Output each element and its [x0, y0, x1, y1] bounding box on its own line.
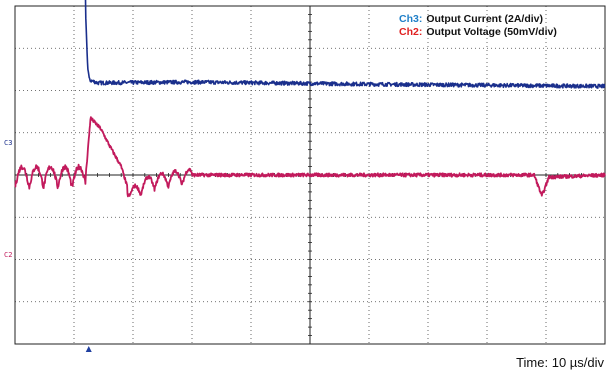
- ch2-voltage-trace: [14, 116, 606, 198]
- ch2-ground-marker: C2: [4, 251, 12, 259]
- legend-ch2-sep: :: [419, 26, 423, 38]
- legend-ch3-channel: Ch3: [399, 13, 419, 25]
- ch3-current-trace: [84, 0, 606, 89]
- legend: Ch3: Output Current (2A/div) Ch2: Output V…: [399, 13, 557, 38]
- ch3-ground-marker: C3: [4, 139, 12, 147]
- trace-path-ch3: [84, 0, 606, 89]
- legend-ch2-channel: Ch2: [399, 26, 419, 38]
- legend-ch3-sep: :: [419, 13, 423, 25]
- traces: [14, 0, 606, 198]
- legend-ch2: Ch2: Output Voltage (50mV/div): [399, 26, 557, 38]
- legend-ch3-desc: Output Current (2A/div): [426, 13, 543, 25]
- legend-ch2-desc: Output Voltage (50mV/div): [426, 26, 556, 38]
- legend-ch3: Ch3: Output Current (2A/div): [399, 13, 543, 25]
- timebase-label: Time: 10 µs/div: [516, 355, 604, 370]
- trace-path-ch2: [14, 116, 606, 198]
- trigger-position-marker: [85, 346, 92, 352]
